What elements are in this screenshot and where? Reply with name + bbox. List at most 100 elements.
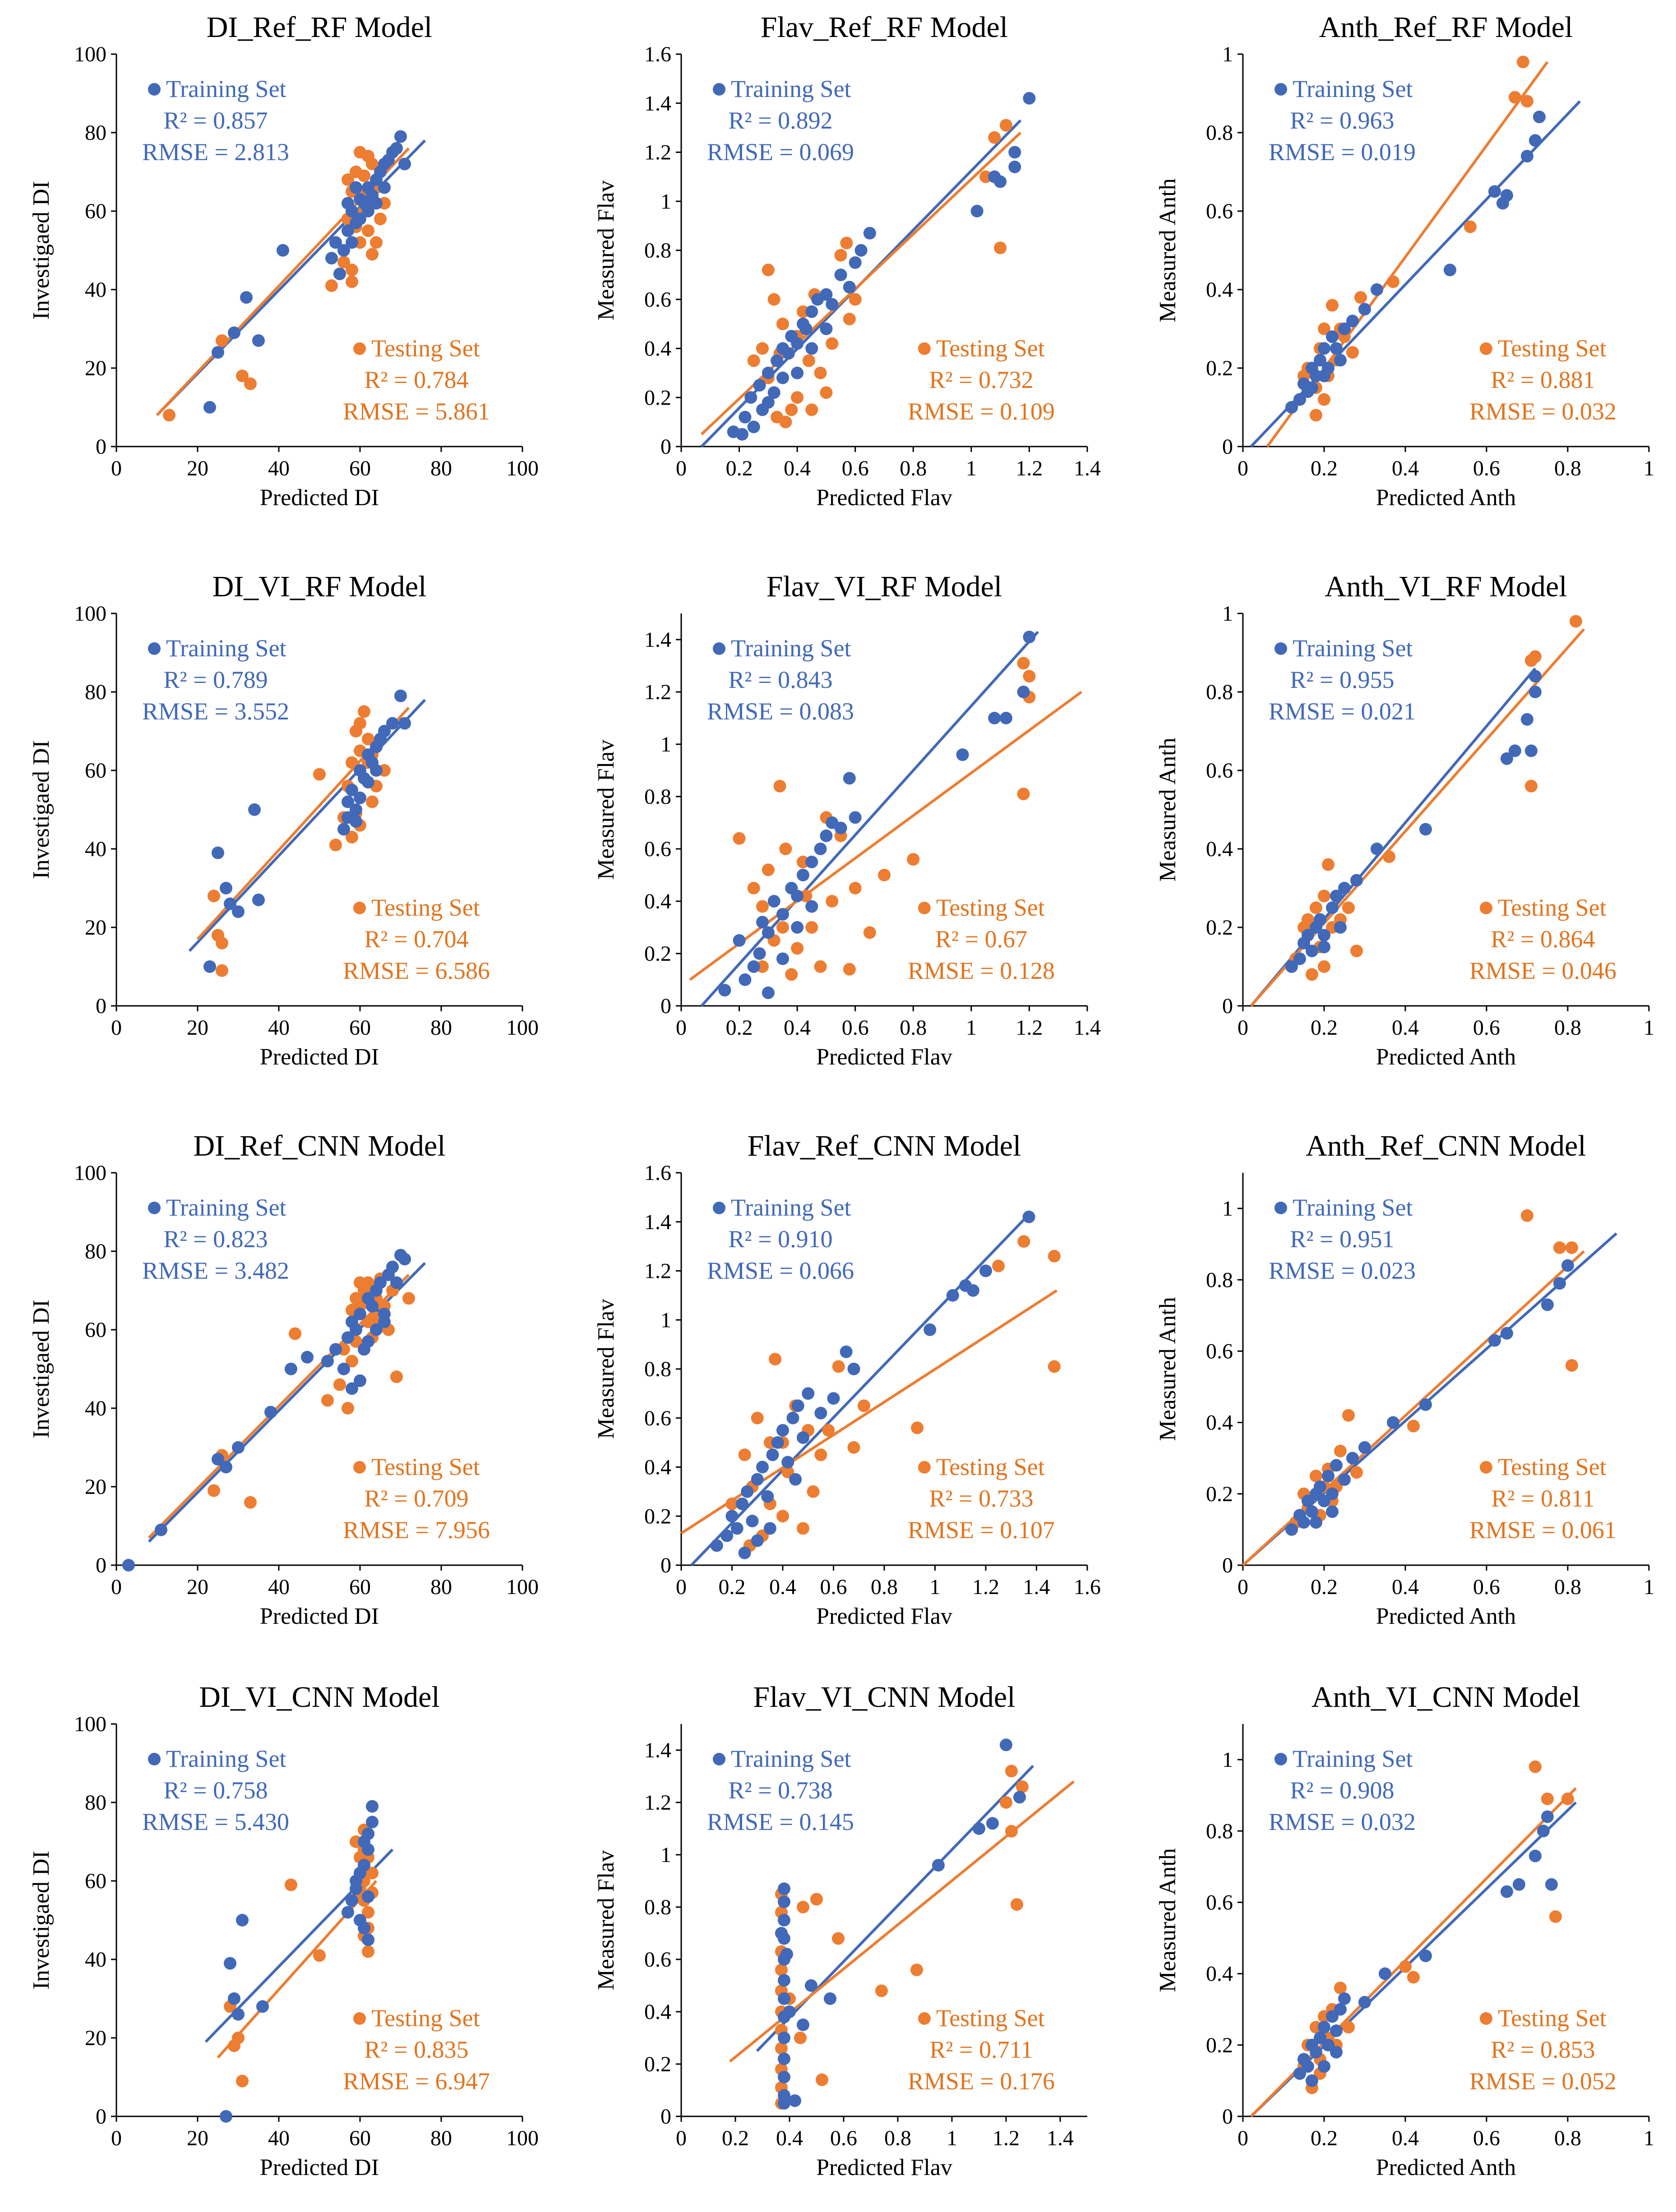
y-tick-label: 0.2 (644, 942, 671, 966)
training-point (780, 1948, 793, 1961)
x-tick-label: 0.6 (842, 456, 869, 480)
training-point (762, 366, 775, 379)
testing-point (747, 354, 760, 367)
training-rmse: RMSE = 0.023 (1269, 1257, 1416, 1284)
testing-point (785, 403, 798, 416)
testing-point (362, 733, 374, 746)
training-legend-marker (1274, 642, 1287, 655)
x-tick-label: 1 (947, 2126, 957, 2150)
training-point (1326, 1487, 1339, 1500)
training-point (1350, 874, 1363, 887)
training-point (786, 1411, 799, 1424)
testing-point (1048, 1360, 1061, 1373)
training-point (834, 268, 847, 281)
testing-point (362, 1945, 374, 1958)
x-tick-label: 0.8 (871, 1575, 898, 1599)
testing-point (346, 263, 358, 276)
training-point (849, 256, 862, 269)
training-point (986, 1817, 999, 1830)
testing-r2: R² = 0.733 (929, 1485, 1033, 1512)
x-tick-label: 0 (676, 1016, 687, 1040)
x-tick-label: 0.8 (900, 1016, 927, 1040)
testing-point (1310, 409, 1322, 422)
y-tick-label: 20 (85, 916, 106, 940)
testing-point (285, 1878, 297, 1891)
y-tick-label: 0.2 (644, 386, 671, 410)
training-point (805, 305, 818, 318)
testing-point (1354, 291, 1367, 304)
training-point (802, 1387, 815, 1400)
training-point (753, 947, 766, 960)
testing-point (244, 377, 257, 390)
training-point (1008, 146, 1021, 159)
testing-point (346, 1355, 358, 1368)
testing-point (1334, 1982, 1347, 1995)
testing-legend-label: Testing Set (936, 894, 1045, 921)
testing-point (1541, 1793, 1554, 1806)
training-point (1501, 1885, 1513, 1898)
training-point (736, 428, 748, 441)
x-tick-label: 40 (268, 2126, 290, 2150)
y-tick-label: 0.6 (1206, 1890, 1233, 1914)
testing-point (832, 1360, 845, 1373)
training-point (337, 1363, 350, 1375)
x-axis-title: Predicted Anth (1376, 1604, 1516, 1629)
x-axis-title: Predicted DI (260, 1604, 379, 1629)
training-point (1334, 354, 1347, 367)
testing-r2: R² = 0.711 (929, 2036, 1033, 2063)
training-rmse: RMSE = 0.145 (707, 1808, 854, 1835)
testing-point (313, 1949, 326, 1962)
training-r2: R² = 0.789 (163, 666, 268, 693)
training-point (847, 1363, 860, 1375)
x-tick-label: 0.4 (776, 2126, 803, 2150)
training-point (797, 2018, 809, 2031)
training-point (781, 1456, 794, 1469)
y-tick-label: 0.8 (644, 1895, 671, 1919)
training-point (358, 1835, 370, 1848)
y-axis-title: Investigaed DI (28, 1300, 54, 1438)
training-point (370, 197, 383, 210)
testing-point (1517, 55, 1529, 69)
training-point (1529, 134, 1542, 147)
training-point (301, 1350, 314, 1364)
training-rmse: RMSE = 3.482 (142, 1257, 289, 1284)
training-point (1310, 1516, 1322, 1529)
training-point (374, 1276, 387, 1289)
training-point (763, 1522, 776, 1535)
panel-1: DI_Ref_RF Model 0 20 40 60 80 100 0 20 40 60 80 100 P… (28, 11, 539, 511)
training-point (277, 244, 289, 257)
training-r2: R² = 0.857 (163, 107, 268, 134)
testing-r2: R² = 0.835 (364, 2036, 468, 2063)
training-legend-label: Training Set (1293, 1194, 1413, 1221)
training-point (756, 916, 769, 929)
x-tick-label: 0.2 (1311, 1016, 1338, 1040)
testing-point (733, 832, 746, 845)
training-point (321, 1355, 334, 1368)
x-axis-title: Predicted DI (260, 1044, 379, 1070)
training-point (820, 323, 833, 335)
training-rmse: RMSE = 0.083 (707, 698, 854, 725)
y-tick-label: 0.4 (1206, 837, 1233, 861)
y-tick-label: 80 (85, 121, 106, 145)
testing-point (402, 1292, 415, 1305)
x-tick-label: 0.8 (1554, 456, 1581, 480)
testing-point (244, 1496, 257, 1509)
training-point (1285, 960, 1298, 973)
testing-legend-marker (1480, 2012, 1492, 2025)
training-point (751, 1534, 764, 1547)
training-point (155, 1523, 167, 1536)
y-tick-label: 100 (74, 1712, 106, 1736)
y-tick-label: 0.2 (1206, 2033, 1233, 2057)
x-tick-label: 1.2 (1016, 1016, 1043, 1040)
y-tick-label: 1 (1222, 1748, 1233, 1772)
y-tick-label: 0.8 (644, 1357, 671, 1381)
y-tick-label: 1 (1222, 1197, 1233, 1221)
training-legend-marker (713, 1202, 725, 1214)
y-tick-label: 0 (96, 994, 106, 1018)
testing-point (1521, 1209, 1533, 1222)
testing-point (805, 403, 818, 416)
training-point (814, 843, 827, 855)
training-point (778, 1914, 790, 1926)
y-axis-title: Measured Flav (593, 1299, 619, 1439)
x-tick-label: 100 (506, 2126, 539, 2150)
